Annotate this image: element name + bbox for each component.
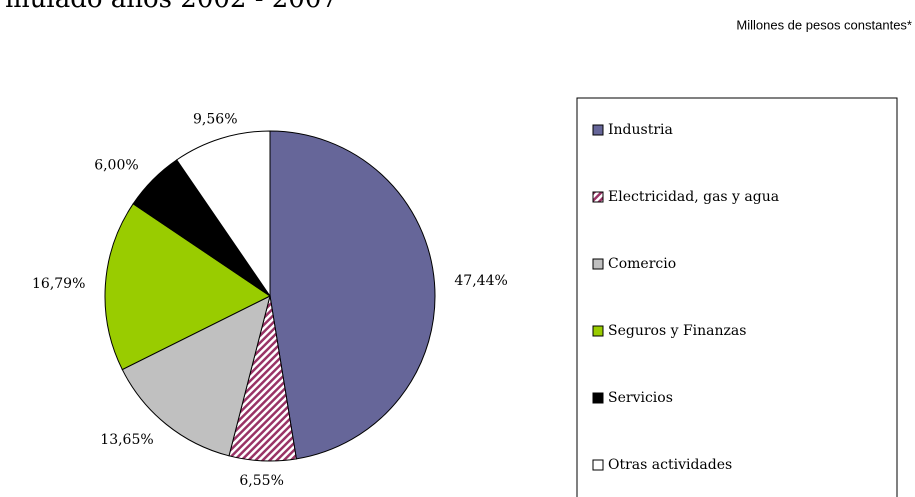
chart-subtitle: Millones de pesos constantes* xyxy=(736,17,912,32)
pie-slice xyxy=(104,203,271,371)
legend-label: Seguros y Finanzas xyxy=(608,323,746,339)
legend-swatch xyxy=(592,459,604,471)
legend-swatch xyxy=(592,325,604,337)
legend-swatch xyxy=(592,258,604,270)
legend-label: Servicios xyxy=(608,390,673,406)
legend-label: Industria xyxy=(608,122,673,138)
pie-slice xyxy=(176,130,271,298)
data-label: 6,55% xyxy=(239,473,283,489)
data-label: 47,44% xyxy=(454,273,507,289)
pie-slice xyxy=(121,295,271,457)
chart-title: mulado años 2002 - 2007 xyxy=(5,0,338,14)
legend-swatch xyxy=(592,392,604,404)
legend-swatch xyxy=(592,124,604,136)
pie-slice xyxy=(269,130,436,460)
legend-box xyxy=(576,97,898,497)
legend-label: Electricidad, gas y agua xyxy=(608,189,779,205)
data-label: 16,79% xyxy=(32,276,85,292)
legend-label: Comercio xyxy=(608,256,676,272)
legend-label: Otras actividades xyxy=(608,457,732,473)
data-label: 13,65% xyxy=(100,432,153,448)
data-label: 9,56% xyxy=(193,111,237,127)
data-label: 6,00% xyxy=(94,158,138,174)
legend-swatch xyxy=(592,191,604,203)
